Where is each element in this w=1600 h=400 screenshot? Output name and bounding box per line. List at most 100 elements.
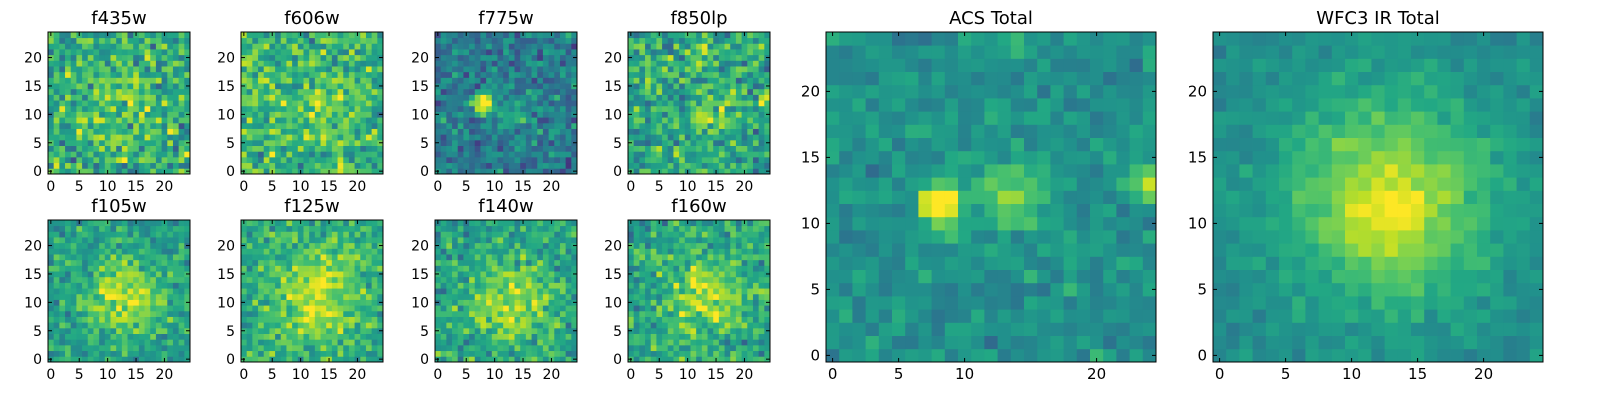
heatmap-cell bbox=[752, 327, 760, 334]
heatmap-cell bbox=[747, 60, 754, 67]
heatmap-cell bbox=[348, 139, 355, 146]
heatmap-cell bbox=[252, 282, 259, 289]
heatmap-cell bbox=[457, 293, 464, 300]
heatmap-cell bbox=[263, 139, 270, 146]
heatmap-cell bbox=[309, 156, 316, 164]
heatmap-cell bbox=[548, 105, 555, 112]
heatmap-cell bbox=[486, 128, 493, 135]
heatmap-cell bbox=[696, 139, 703, 146]
heatmap-cell bbox=[87, 134, 94, 141]
heatmap-cell bbox=[354, 49, 361, 56]
heatmap-cell bbox=[309, 71, 316, 78]
heatmap-cell bbox=[537, 71, 544, 78]
heatmap-cell bbox=[280, 32, 287, 39]
heatmap-cell bbox=[542, 128, 549, 135]
heatmap-cell bbox=[440, 237, 447, 244]
heatmap-cell bbox=[667, 156, 674, 164]
heatmap-cell bbox=[701, 145, 708, 152]
heatmap-cell bbox=[571, 288, 578, 295]
heatmap-cell bbox=[457, 242, 464, 249]
heatmap-cell bbox=[155, 310, 162, 317]
heatmap-cell bbox=[718, 145, 725, 152]
heatmap-cell bbox=[144, 327, 151, 334]
heatmap-cell bbox=[650, 156, 657, 164]
heatmap-cell bbox=[246, 77, 253, 84]
heatmap-cell bbox=[639, 145, 646, 152]
x-tick-label: 20 bbox=[543, 367, 561, 383]
heatmap-cell bbox=[286, 344, 293, 352]
heatmap-cell bbox=[178, 316, 185, 323]
heatmap-cell bbox=[486, 100, 493, 107]
heatmap-cell bbox=[457, 66, 464, 73]
heatmap-cell bbox=[172, 310, 180, 317]
heatmap-cell bbox=[446, 271, 453, 278]
heatmap-cell bbox=[724, 276, 731, 283]
heatmap-cell bbox=[713, 344, 720, 352]
heatmap-cell bbox=[167, 77, 174, 84]
heatmap-cell bbox=[178, 37, 185, 44]
heatmap-cell bbox=[286, 162, 293, 169]
heatmap-cell bbox=[565, 49, 572, 56]
heatmap-cell bbox=[701, 162, 708, 169]
heatmap-cell bbox=[371, 88, 378, 95]
heatmap-cell bbox=[747, 105, 754, 112]
heatmap-cell bbox=[713, 276, 720, 283]
heatmap-cell bbox=[690, 71, 697, 78]
heatmap-cell bbox=[138, 88, 145, 95]
heatmap-cell bbox=[452, 293, 459, 300]
heatmap-cell bbox=[252, 66, 259, 73]
heatmap-cell bbox=[701, 32, 708, 39]
heatmap-cell bbox=[690, 282, 697, 289]
heatmap-cell bbox=[662, 117, 669, 124]
heatmap-cell bbox=[667, 66, 674, 73]
heatmap-cell bbox=[297, 60, 304, 67]
heatmap-cell bbox=[269, 288, 276, 295]
heatmap-cell bbox=[480, 350, 487, 357]
heatmap-cell bbox=[65, 242, 72, 249]
heatmap-cell bbox=[59, 265, 66, 272]
heatmap-cell bbox=[138, 49, 145, 56]
heatmap-cell bbox=[718, 162, 725, 169]
heatmap-cell bbox=[269, 83, 276, 90]
heatmap-cell bbox=[457, 77, 464, 84]
heatmap-cell bbox=[684, 54, 691, 61]
heatmap-cell bbox=[525, 259, 532, 266]
heatmap-cell bbox=[241, 282, 248, 289]
heatmap-cell bbox=[275, 71, 282, 78]
heatmap-cell bbox=[713, 49, 720, 56]
x-tick-label: 20 bbox=[349, 367, 367, 383]
heatmap-cell bbox=[303, 134, 310, 141]
heatmap-cell bbox=[258, 322, 265, 329]
heatmap-cell bbox=[155, 316, 162, 323]
heatmap-cell bbox=[303, 105, 310, 112]
heatmap-cell bbox=[673, 299, 680, 306]
heatmap-cell bbox=[497, 100, 504, 107]
heatmap-cell bbox=[679, 77, 686, 84]
heatmap-cell bbox=[730, 288, 737, 295]
heatmap-cell bbox=[82, 254, 89, 261]
heatmap-cell bbox=[303, 162, 310, 169]
heatmap-cell bbox=[497, 339, 504, 346]
heatmap-cell bbox=[452, 254, 459, 261]
heatmap-cell bbox=[258, 145, 265, 152]
heatmap-cell bbox=[286, 122, 293, 129]
heatmap-cell bbox=[463, 265, 470, 272]
heatmap-cell bbox=[116, 94, 123, 101]
heatmap-cell bbox=[59, 310, 66, 317]
heatmap-cell bbox=[292, 162, 299, 169]
heatmap-cell bbox=[53, 145, 60, 152]
heatmap-cell bbox=[138, 111, 145, 118]
heatmap-cell bbox=[463, 350, 470, 357]
heatmap-cell bbox=[639, 168, 646, 175]
heatmap-cell bbox=[320, 276, 327, 283]
heatmap-cell bbox=[679, 105, 686, 112]
heatmap-cell bbox=[497, 276, 504, 283]
heatmap-cell bbox=[559, 128, 567, 135]
heatmap-cell bbox=[144, 356, 151, 363]
heatmap-cell bbox=[365, 77, 373, 84]
heatmap-cell bbox=[99, 293, 106, 300]
heatmap-cell bbox=[718, 88, 725, 95]
heatmap-cell bbox=[531, 49, 538, 56]
heatmap-cell bbox=[673, 333, 680, 340]
